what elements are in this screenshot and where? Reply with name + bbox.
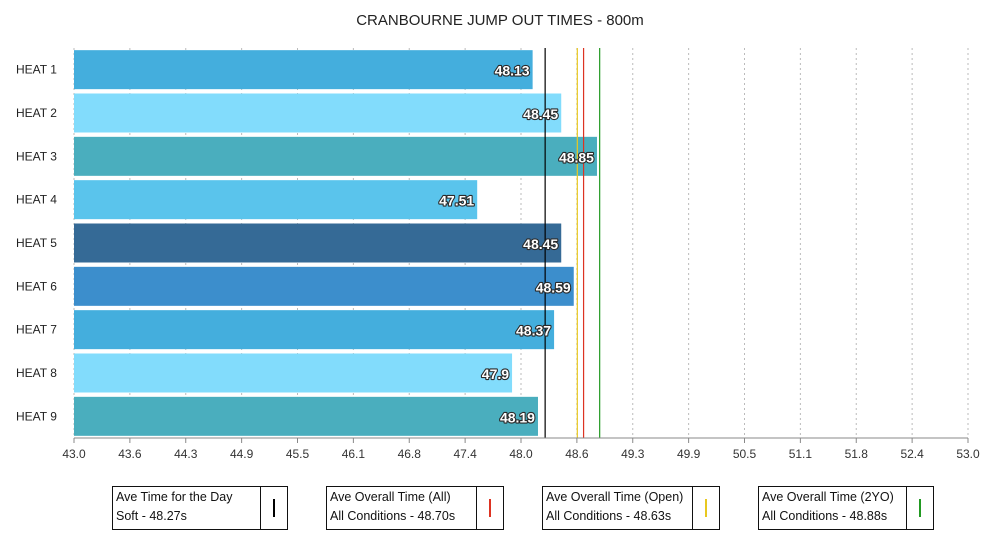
x-tick-label: 47.4 (453, 447, 477, 461)
legend-2yo-line2: All Conditions - 48.88s (762, 509, 888, 523)
data-label: 48.13 (495, 63, 530, 79)
category-label: HEAT 5 (16, 236, 57, 250)
x-tick-label: 53.0 (956, 447, 980, 461)
bar-layer (74, 50, 597, 436)
reference-line-layer (544, 48, 601, 438)
bar (74, 353, 513, 393)
category-label: HEAT 2 (16, 106, 57, 120)
bar (74, 266, 574, 306)
data-label: 48.45 (523, 236, 558, 252)
data-label: 48.59 (536, 279, 571, 295)
x-tick-label: 51.8 (845, 447, 869, 461)
bar (74, 93, 562, 133)
legend-swatch-all (476, 487, 503, 529)
x-tick-label: 50.5 (733, 447, 757, 461)
data-label: 47.9 (482, 366, 509, 382)
legend-swatch-2yo (906, 487, 933, 529)
category-label: HEAT 8 (16, 366, 57, 380)
legend-swatch-open (692, 487, 719, 529)
category-label: HEAT 1 (16, 63, 57, 77)
x-tick-label: 44.3 (174, 447, 198, 461)
data-label: 48.45 (523, 106, 558, 122)
bar (74, 310, 555, 350)
data-label: 48.85 (559, 149, 594, 165)
data-label: 48.19 (500, 409, 535, 425)
legend-day-line1: Ave Time for the Day (116, 490, 233, 504)
category-label: HEAT 4 (16, 193, 57, 207)
legend-item-overall-open: Ave Overall Time (Open) All Conditions -… (542, 486, 720, 530)
x-tick-label: 48.0 (509, 447, 533, 461)
bar (74, 136, 597, 176)
x-tick-label: 49.9 (677, 447, 701, 461)
x-tick-label: 52.4 (900, 447, 924, 461)
legend-item-overall-2yo: Ave Overall Time (2YO) All Conditions - … (758, 486, 934, 530)
category-label: HEAT 3 (16, 149, 57, 163)
legend-all-line1: Ave Overall Time (All) (330, 490, 451, 504)
legend-open-line2: All Conditions - 48.63s (546, 509, 672, 523)
x-tick-label: 46.1 (342, 447, 366, 461)
bar (74, 223, 562, 263)
x-tick-label: 51.1 (789, 447, 813, 461)
bar (74, 50, 533, 90)
legend-swatch-day (260, 487, 287, 529)
bar-chart: 48.1348.4548.8547.5148.4548.5948.3747.94… (16, 48, 980, 461)
bar (74, 396, 538, 436)
data-label-layer: 48.13 48.45 48.85 47.51 48.45 48.59 48.37 47.9 4… (438, 62, 595, 427)
x-tick-label: 43.0 (62, 447, 86, 461)
data-label: 47.51 (439, 193, 474, 209)
x-tick-label: 45.5 (286, 447, 310, 461)
category-label: HEAT 9 (16, 409, 57, 423)
x-tick-label: 43.6 (118, 447, 142, 461)
legend-item-day-average: Ave Time for the Day Soft - 48.27s (112, 486, 288, 530)
x-tick-label: 48.6 (565, 447, 589, 461)
x-tick-label: 49.3 (621, 447, 645, 461)
legend-open-line1: Ave Overall Time (Open) (546, 490, 684, 504)
legend-item-overall-all: Ave Overall Time (All) All Conditions - … (326, 486, 504, 530)
category-label: HEAT 6 (16, 279, 57, 293)
data-label: 48.37 (516, 323, 551, 339)
x-tick-label: 46.8 (398, 447, 422, 461)
legend-day-line2: Soft - 48.27s (116, 509, 187, 523)
x-tick-label: 44.9 (230, 447, 254, 461)
legend-2yo-line1: Ave Overall Time (2YO) (762, 490, 894, 504)
chart-title: CRANBOURNE JUMP OUT TIMES - 800m (356, 12, 644, 29)
category-label: HEAT 7 (16, 323, 57, 337)
legend-all-line2: All Conditions - 48.70s (330, 509, 456, 523)
bar (74, 180, 478, 220)
axis-layer: 43.0 43.6 44.3 44.9 45.5 46.1 46.8 47.4 48.0 48.6… (16, 63, 980, 461)
